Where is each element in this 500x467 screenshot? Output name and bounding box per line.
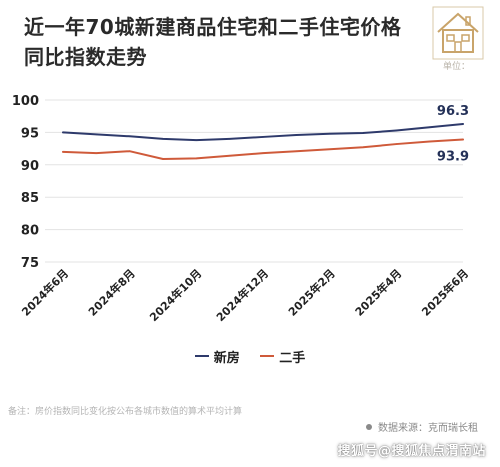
data-point bbox=[128, 135, 131, 138]
data-point bbox=[162, 138, 164, 140]
end-labels: 96.3 93.9 bbox=[437, 104, 469, 165]
data-point bbox=[95, 152, 98, 154]
data-point bbox=[228, 154, 231, 157]
legend-label-second-hand: 二手 bbox=[279, 350, 306, 366]
house-icon bbox=[432, 6, 484, 60]
data-point bbox=[428, 140, 431, 143]
data-point bbox=[362, 146, 364, 149]
legend: 新房 二手 bbox=[0, 346, 500, 366]
data-point bbox=[428, 126, 431, 129]
data-point bbox=[462, 138, 464, 141]
footnote: 备注：房价指数同比变化按公布各城市数值的算术平均计算 bbox=[8, 407, 243, 417]
data-point bbox=[195, 139, 198, 141]
legend-item-new: 新房 bbox=[194, 347, 240, 366]
x-tick-label: 2024年10月 bbox=[147, 266, 205, 324]
y-tick-label: 75 bbox=[21, 256, 39, 271]
data-point bbox=[162, 158, 164, 160]
series-line-second-hand bbox=[62, 138, 464, 160]
legend-swatch-second-hand bbox=[260, 355, 275, 357]
data-point bbox=[362, 132, 364, 134]
watermark: 搜狐号@搜狐焦点渭南站 bbox=[337, 444, 486, 459]
data-point bbox=[62, 151, 64, 153]
data-point bbox=[295, 134, 298, 136]
data-point bbox=[328, 148, 331, 151]
legend-swatch-new bbox=[194, 355, 209, 357]
y-tick-label: 90 bbox=[21, 159, 39, 174]
series-lines bbox=[62, 122, 464, 160]
y-tick-label: 80 bbox=[21, 224, 39, 239]
data-point bbox=[295, 150, 298, 152]
end-value-label: 96.3 bbox=[437, 104, 469, 119]
x-tick-label: 2024年8月 bbox=[85, 266, 138, 319]
legend-item-second-hand: 二手 bbox=[260, 347, 305, 366]
x-tick-label: 2024年12月 bbox=[213, 266, 271, 324]
data-point bbox=[395, 129, 398, 132]
x-tick-label: 2025年6月 bbox=[419, 266, 472, 319]
x-tick-label: 2024年6月 bbox=[19, 266, 72, 319]
data-point bbox=[62, 131, 64, 134]
unit-label: 单位： bbox=[443, 62, 471, 72]
data-point bbox=[262, 136, 264, 138]
y-tick-label: 85 bbox=[21, 191, 39, 206]
x-tick-label: 2025年4月 bbox=[352, 266, 405, 319]
grid-lines bbox=[45, 99, 463, 263]
data-point bbox=[395, 143, 398, 145]
data-point bbox=[228, 138, 231, 140]
data-point bbox=[328, 132, 331, 135]
end-value-label: 93.9 bbox=[437, 150, 469, 165]
y-axis-ticks: 75 80 85 90 95 100 bbox=[12, 94, 39, 271]
x-axis-ticks: 2024年6月 2024年8月 2024年10月 2024年12月 2025年2月 202… bbox=[19, 266, 472, 324]
data-source-text: 数据来源：克而瑞长租 bbox=[378, 423, 478, 434]
data-point bbox=[462, 123, 464, 125]
chart-title: 近一年70城新建商品住宅和二手住宅价格同比指数走势 bbox=[24, 15, 402, 69]
data-point bbox=[262, 152, 264, 154]
y-tick-label: 95 bbox=[21, 126, 39, 141]
x-tick-label: 2025年2月 bbox=[285, 266, 338, 319]
y-tick-label: 100 bbox=[12, 94, 39, 109]
data-point bbox=[195, 157, 198, 160]
data-point bbox=[128, 150, 131, 152]
legend-label-new: 新房 bbox=[213, 350, 240, 366]
bullet-icon bbox=[366, 423, 372, 430]
data-point bbox=[95, 133, 98, 136]
data-source: 数据来源：克而瑞长租 bbox=[366, 419, 478, 434]
